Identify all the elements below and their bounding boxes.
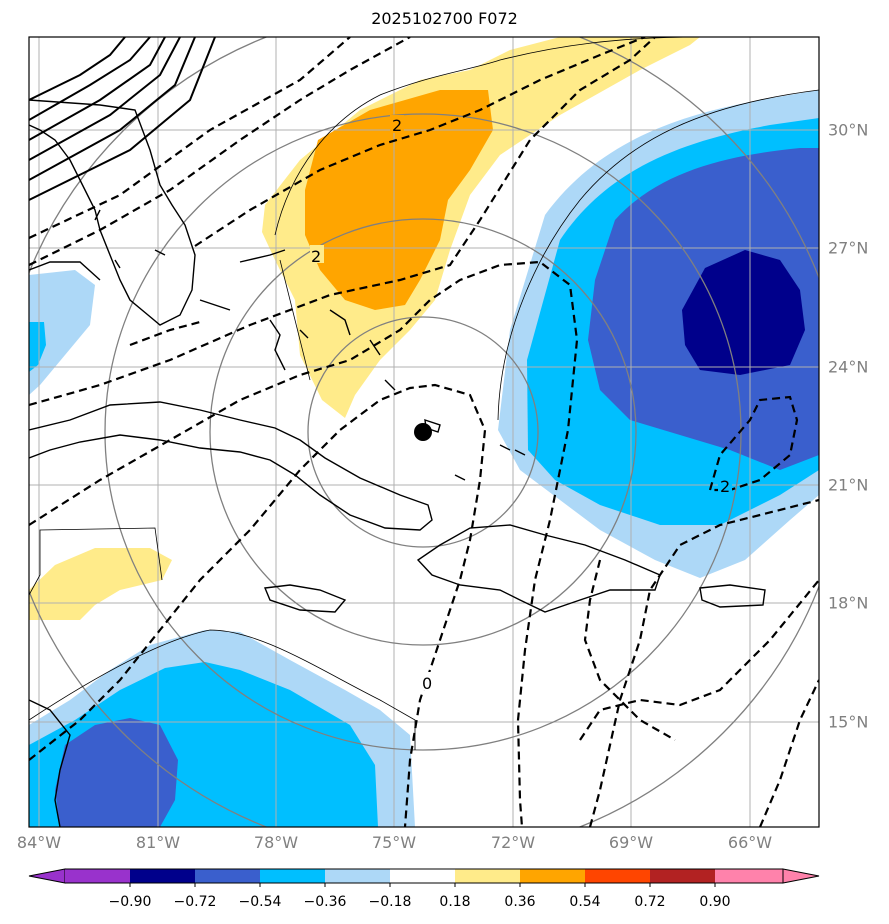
solid-contours (29, 37, 216, 201)
colorbar-tick-label: −0.90 (108, 894, 152, 910)
central-america-coast (29, 699, 71, 827)
lat-label-30n: 30°N (828, 120, 869, 140)
puerto-rico-coast (699, 584, 766, 608)
gridlines (29, 37, 819, 827)
contour-label: 2 (311, 247, 321, 266)
map-frame (28, 36, 820, 828)
anomaly-dark-blue-ne (682, 250, 805, 375)
lon-label-81w: 81°W (135, 833, 181, 852)
contour-label: 0 (422, 674, 432, 693)
colorbar-tick-label: −0.18 (368, 894, 412, 910)
lat-label-18n: 18°N (828, 593, 869, 613)
lat-label-24n: 24°N (828, 357, 869, 377)
colorbar-tick-label: 0.18 (439, 894, 471, 910)
colorbar-tick-label: 0.36 (504, 894, 536, 910)
lon-label-75w: 75°W (371, 833, 417, 852)
lon-label-84w: 84°W (16, 833, 62, 852)
colorbar-tick-label: 0.54 (569, 894, 601, 910)
contour-label: 2 (392, 116, 402, 135)
dashed-contours (29, 37, 819, 827)
colorbar-tick-label: −0.72 (173, 894, 217, 910)
lat-label-15n: 15°N (828, 712, 869, 732)
colorbar-tick-label: −0.54 (238, 894, 282, 910)
lon-label-78w: 78°W (253, 833, 299, 852)
anomaly-deep-blue-west (29, 322, 46, 372)
anomaly-orange-central (305, 90, 493, 310)
lat-label-21n: 21°N (828, 475, 869, 495)
lon-label-72w: 72°W (490, 833, 536, 852)
colorbar-tick-label: 0.90 (699, 894, 731, 910)
hispaniola-coast (416, 524, 661, 613)
lon-label-66w: 66°W (727, 833, 773, 852)
lat-label-27n: 27°N (828, 238, 869, 258)
storm-center-marker (414, 423, 432, 441)
anomaly-light-blue-west (29, 270, 95, 395)
map-title: 2025102700 F072 (371, 9, 518, 28)
colorbar (28, 868, 820, 887)
jamaica-coast (263, 584, 347, 613)
anomaly-royal-blue-sw (55, 718, 178, 827)
colorbar-tick-label: 0.72 (634, 894, 666, 910)
colorbar-tick-label: −0.36 (303, 894, 347, 910)
contour-label: 2 (720, 477, 730, 496)
lon-label-69w: 69°W (608, 833, 654, 852)
anomaly-yellow-sw (29, 548, 172, 620)
thin-contours (29, 37, 819, 750)
